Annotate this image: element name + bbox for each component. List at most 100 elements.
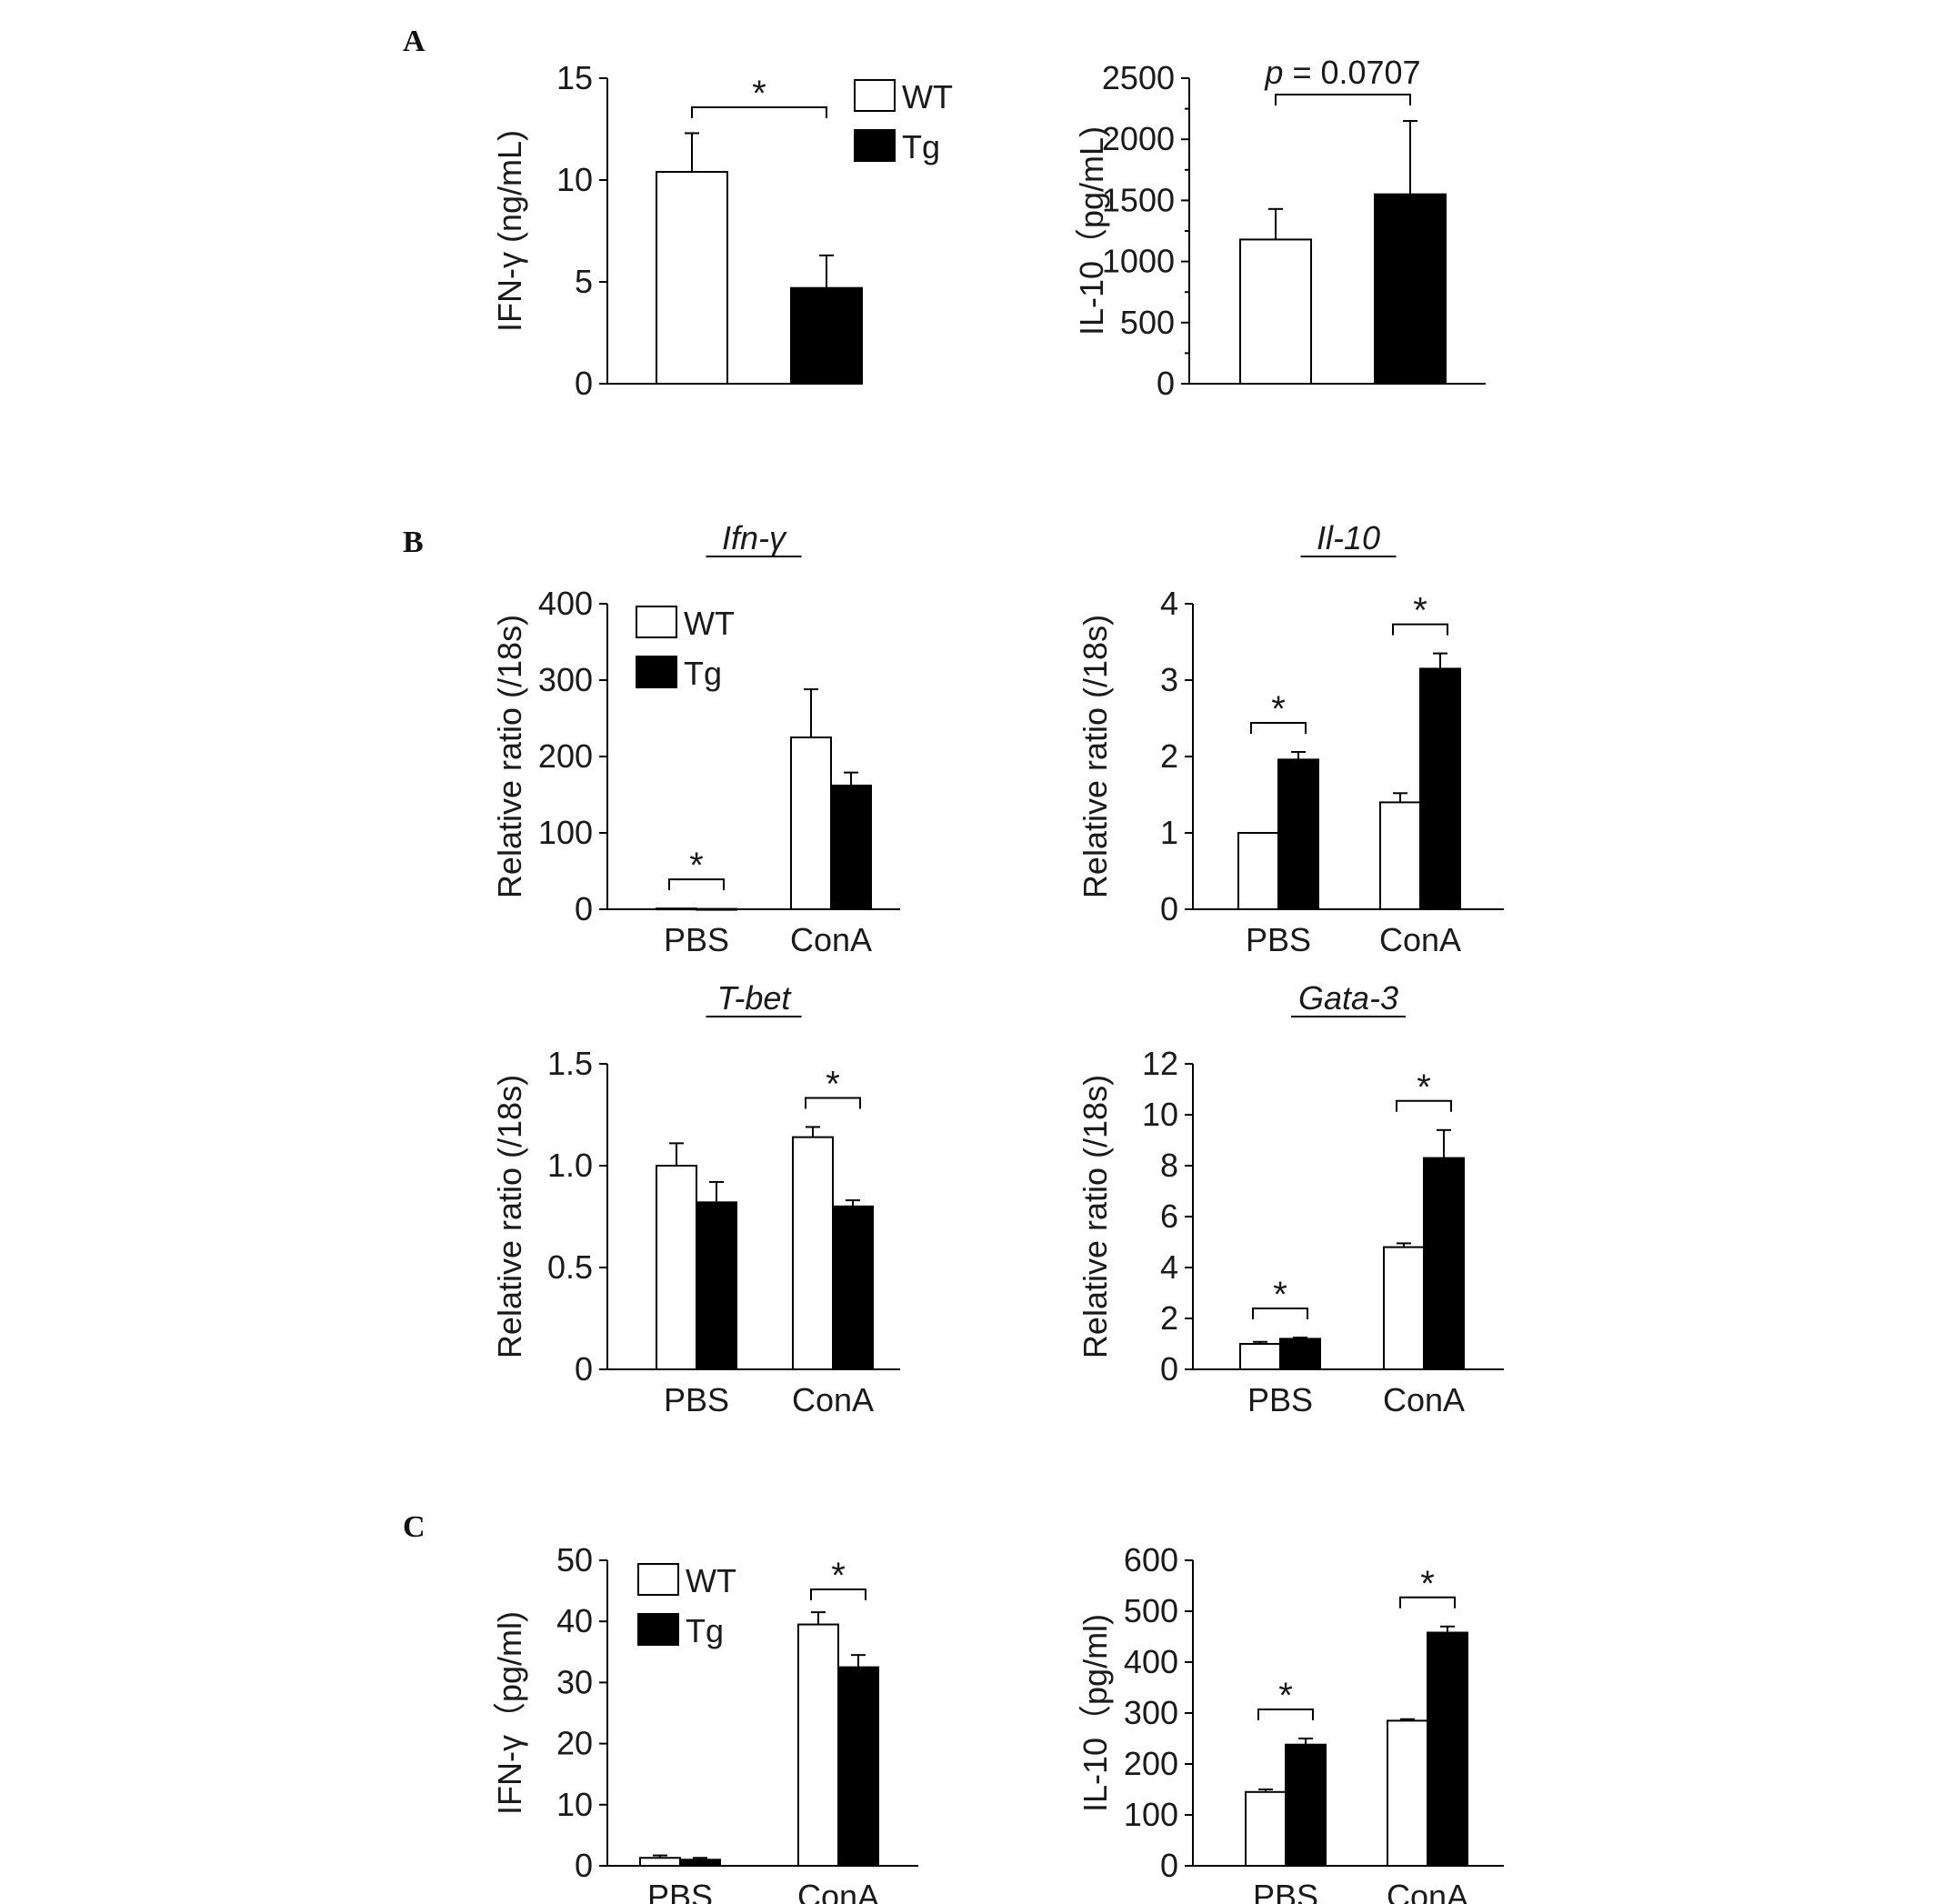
y-axis-label: Relative ratio (/18s) xyxy=(1077,615,1114,898)
legend-swatch-tg xyxy=(854,129,896,162)
chart-title: Ifn-γ xyxy=(722,519,787,556)
bar-wt xyxy=(1379,801,1421,911)
y-tick-label: 40 xyxy=(556,1602,593,1639)
y-tick-label: 400 xyxy=(538,585,593,622)
significance-star: * xyxy=(689,846,704,886)
legend-label-wt: WT xyxy=(684,605,735,642)
y-tick-label: 4 xyxy=(1160,1248,1178,1286)
y-tick-label: 200 xyxy=(538,737,593,775)
y-tick-label: 600 xyxy=(1124,1541,1178,1578)
y-tick-label: 0 xyxy=(1157,365,1175,402)
y-tick-label: 0 xyxy=(575,890,593,927)
bar-tg xyxy=(790,286,863,385)
x-tick-label: PBS xyxy=(1253,1878,1318,1904)
significance-star: * xyxy=(1278,1676,1293,1716)
y-tick-label: 2500 xyxy=(1102,59,1175,96)
y-tick-label: 1 xyxy=(1160,814,1178,851)
bar-wt xyxy=(1237,832,1279,910)
significance-star: * xyxy=(826,1064,840,1104)
significance-star: * xyxy=(831,1556,846,1596)
significance-star: * xyxy=(1271,689,1286,729)
y-tick-label: 300 xyxy=(1124,1694,1178,1731)
panel-letter-a: A xyxy=(403,25,426,58)
y-tick-label: 0 xyxy=(1160,1350,1178,1388)
legend-swatch-wt xyxy=(637,1563,679,1596)
y-axis-label: Relative ratio (/18s) xyxy=(491,1075,528,1358)
x-tick-label: PBS xyxy=(664,921,729,958)
panel-letter-b: B xyxy=(403,526,424,559)
significance-star: * xyxy=(752,74,766,114)
bar-wt xyxy=(1245,1790,1287,1868)
y-axis-label: Relative ratio (/18s) xyxy=(1077,1075,1114,1358)
bar-tg xyxy=(837,1666,879,1867)
legend-swatch-wt xyxy=(636,606,677,638)
y-tick-label: 15 xyxy=(556,59,593,96)
y-tick-label: 0 xyxy=(575,1847,593,1884)
y-tick-label: 12 xyxy=(1142,1045,1178,1082)
y-tick-label: 2 xyxy=(1160,737,1178,775)
significance-pvalue: p = 0.0707 xyxy=(1264,54,1420,91)
y-tick-label: 1.0 xyxy=(547,1147,593,1184)
bar-wt xyxy=(792,1136,834,1371)
y-tick-label: 3 xyxy=(1160,661,1178,698)
x-tick-label: PBS xyxy=(1247,1381,1313,1418)
y-tick-label: 500 xyxy=(1124,1592,1178,1629)
chart-title: Gata-3 xyxy=(1298,979,1398,1017)
bar-wt xyxy=(790,737,832,910)
legend-label-tg: Tg xyxy=(684,655,722,692)
bar-wt xyxy=(1383,1246,1425,1370)
bar-wt xyxy=(1239,238,1312,385)
y-tick-label: 10 xyxy=(556,1786,593,1823)
y-tick-label: 200 xyxy=(1124,1745,1178,1782)
y-tick-label: 1500 xyxy=(1102,181,1175,218)
significance-bracket xyxy=(668,878,725,891)
y-tick-label: 8 xyxy=(1160,1147,1178,1184)
y-tick-label: 2000 xyxy=(1102,120,1175,157)
bar-wt xyxy=(1387,1719,1428,1868)
legend-label-tg: Tg xyxy=(686,1612,724,1649)
panel-letter-c: C xyxy=(403,1510,426,1544)
y-tick-label: 20 xyxy=(556,1725,593,1762)
y-axis-label: Relative ratio (/18s) xyxy=(491,615,528,898)
bar-wt xyxy=(1239,1343,1281,1370)
bar-tg xyxy=(1427,1631,1468,1868)
bar-wt xyxy=(656,1165,697,1370)
significance-bracket xyxy=(1396,1099,1452,1112)
y-axis-label: IFN-γ (ng/mL) xyxy=(491,130,528,332)
significance-bracket xyxy=(1275,94,1411,105)
significance-star: * xyxy=(1420,1564,1435,1604)
y-tick-label: 300 xyxy=(538,661,593,698)
chart-b-tbet-mrna: 0 0.5 1.0 1.5 Relative ratio (/18s) T-bet PBS C… xyxy=(491,979,900,1418)
y-tick-label: 1000 xyxy=(1102,243,1175,280)
legend-label-tg: Tg xyxy=(902,128,940,165)
y-tick-label: 5 xyxy=(575,263,593,300)
chart-b-gata3-mrna: 0 2 4 6 8 10 12 Relative ratio (/18s) Gata-3 PBS C… xyxy=(1077,979,1504,1418)
y-tick-label: 10 xyxy=(556,161,593,198)
chart-c-il10-protein: 0 100 200 300 400 500 600 IL-10（pg/ml) PBS ConA * * xyxy=(1077,1541,1504,1904)
significance-star: * xyxy=(1417,1067,1431,1107)
bar-wt xyxy=(656,171,728,385)
y-tick-label: 0 xyxy=(1160,1847,1178,1884)
bar-tg xyxy=(832,1205,874,1371)
bar-tg xyxy=(1279,1338,1321,1371)
significance-bracket xyxy=(1399,1596,1456,1608)
y-tick-label: 4 xyxy=(1160,585,1178,622)
x-tick-label: ConA xyxy=(790,921,872,958)
y-axis-label: IL-10（pg/ml) xyxy=(1077,1614,1114,1812)
bar-wt xyxy=(797,1623,839,1868)
bar-tg xyxy=(1419,667,1461,911)
chart-a-ifng-protein: 0 5 10 15 IFN-γ (ng/mL) * WT Tg xyxy=(491,59,953,402)
x-tick-label: PBS xyxy=(664,1381,729,1418)
x-tick-label: ConA xyxy=(1379,921,1461,958)
bar-tg xyxy=(1277,758,1319,910)
y-tick-label: 400 xyxy=(1124,1643,1178,1680)
significance-bracket xyxy=(805,1097,861,1109)
bar-wt xyxy=(639,1857,681,1868)
legend-label-wt: WT xyxy=(686,1562,736,1599)
legend-swatch-wt xyxy=(854,79,896,112)
bar-tg xyxy=(1374,193,1447,385)
legend-swatch-tg xyxy=(636,656,677,688)
chart-a-il10-protein: 0 500 1000 1500 2000 2500 IL-10（pg/mL) p = 0.07… xyxy=(1073,54,1486,402)
y-tick-label: 2 xyxy=(1160,1299,1178,1337)
